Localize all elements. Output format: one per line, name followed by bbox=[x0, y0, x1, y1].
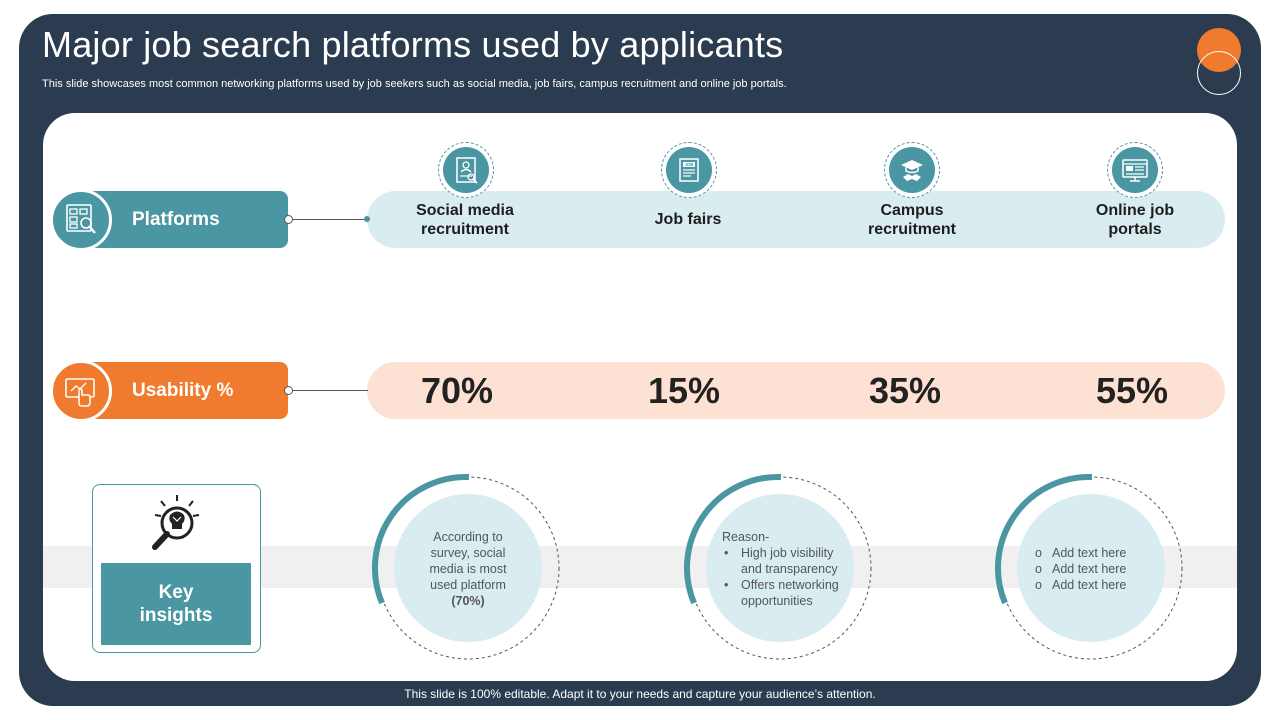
platform-label-social: Social media recruitment bbox=[380, 201, 550, 239]
insight-line: survey, social bbox=[430, 546, 506, 560]
slide-footer: This slide is 100% editable. Adapt it to… bbox=[404, 687, 876, 701]
platform-label-line: Job fairs bbox=[654, 211, 722, 228]
connector-node bbox=[284, 386, 293, 395]
insight-text-1: According to survey, social media is mos… bbox=[412, 529, 524, 609]
insight-item: o Add text here bbox=[1035, 546, 1127, 560]
insight-heading: Reason- bbox=[722, 530, 770, 544]
usability-connector bbox=[288, 390, 368, 391]
insight-line: used platform bbox=[430, 578, 506, 592]
platform-label-line: recruitment bbox=[420, 221, 510, 238]
platform-label-line: recruitment bbox=[867, 221, 957, 238]
platform-label-line: Online job bbox=[1095, 202, 1175, 219]
insight-text-2: Reason- • High job visibility and transpa… bbox=[722, 529, 862, 609]
insight-item: o Add text here bbox=[1035, 562, 1127, 576]
connector-node bbox=[284, 215, 293, 224]
usability-jobfairs: 15% bbox=[647, 370, 721, 411]
insight-bullet: • Offers networking bbox=[724, 578, 839, 592]
usability-band bbox=[367, 362, 1225, 419]
platform-label-jobfairs: Job fairs bbox=[603, 210, 773, 229]
insight-circle-3: o Add text here o Add text here o Add text … bbox=[995, 473, 1185, 663]
platform-label-line: Campus bbox=[880, 202, 944, 219]
key-insights-button[interactable]: Key insights bbox=[101, 563, 251, 645]
resume-icon bbox=[438, 142, 494, 198]
insight-bullet: • High job visibility bbox=[724, 546, 834, 560]
insight-circle-2: Reason- • High job visibility and transpa… bbox=[684, 473, 874, 663]
usability-social: 70% bbox=[420, 370, 494, 411]
insight-circle-1: According to survey, social media is mos… bbox=[372, 473, 562, 663]
platforms-label: Platforms bbox=[88, 191, 288, 248]
platform-label-campus: Campus recruitment bbox=[827, 201, 997, 239]
key-insights-line: insights bbox=[139, 605, 213, 626]
insight-line: According to bbox=[433, 530, 503, 544]
lightbulb-magnifier-icon bbox=[152, 495, 200, 550]
platform-label-line: Social media bbox=[416, 202, 514, 219]
web-portal-icon bbox=[1107, 142, 1163, 198]
insight-line: (70%) bbox=[451, 594, 485, 608]
platform-label-online: Online job portals bbox=[1050, 201, 1220, 239]
insight-bullet-continued: and transparency bbox=[741, 562, 838, 576]
insight-line: media is most bbox=[429, 562, 507, 576]
touch-screen-icon bbox=[50, 360, 112, 422]
usability-online: 55% bbox=[1095, 370, 1169, 411]
slide-title: Major job search platforms used by appli… bbox=[42, 24, 784, 65]
checklist-search-icon bbox=[50, 189, 112, 251]
platforms-connector bbox=[288, 219, 368, 220]
usability-campus: 35% bbox=[868, 370, 942, 411]
svg-text:JOB: JOB bbox=[684, 162, 694, 167]
usability-label: Usability % bbox=[88, 362, 288, 419]
connector-end bbox=[364, 216, 370, 222]
slide-subtitle: This slide showcases most common network… bbox=[42, 78, 787, 90]
graduation-handshake-icon bbox=[884, 142, 940, 198]
job-document-icon: JOB bbox=[661, 142, 717, 198]
platforms-band bbox=[367, 191, 1225, 248]
insight-bullet-continued: opportunities bbox=[741, 594, 813, 608]
insight-item: o Add text here bbox=[1035, 578, 1127, 592]
key-insights-line: Key bbox=[158, 582, 194, 603]
platforms-label-text: Platforms bbox=[132, 208, 220, 230]
usability-label-text: Usability % bbox=[132, 379, 234, 401]
insight-text-3: o Add text here o Add text here o Add text … bbox=[1033, 545, 1173, 593]
platform-label-line: portals bbox=[1108, 221, 1162, 238]
decorative-ring bbox=[1197, 51, 1241, 95]
